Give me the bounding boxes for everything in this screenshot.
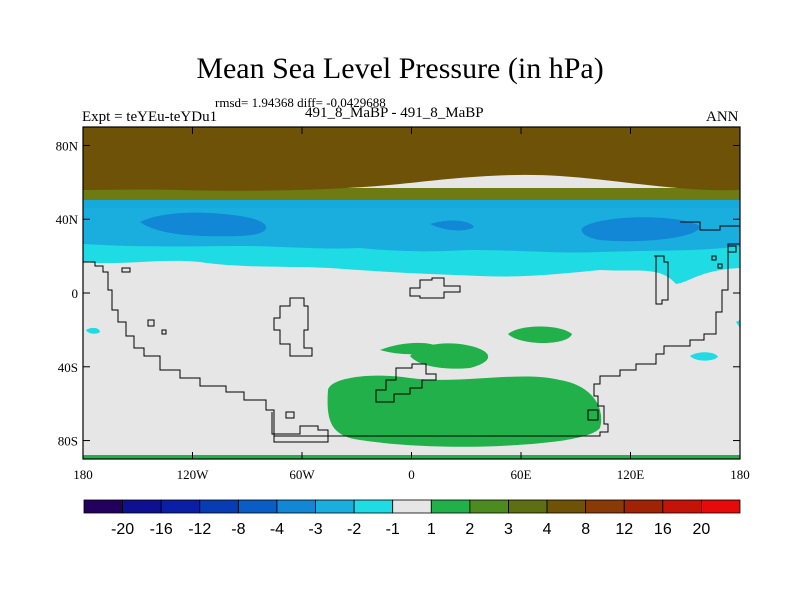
- coast-east-island-b: [727, 245, 737, 253]
- x-tick-label: 120W: [177, 467, 210, 482]
- colorbar-label: 8: [581, 521, 590, 538]
- coast-east-north: [680, 221, 740, 231]
- coast-mid-bay: [273, 297, 313, 357]
- northern-low-minima-west: [140, 212, 267, 237]
- colorbar-swatch: [237, 499, 278, 514]
- y-tick-label: 80N: [56, 138, 79, 153]
- colorbar-label: -20: [111, 521, 134, 538]
- x-tick-label: 60E: [511, 467, 532, 482]
- northern-low-minima-mid: [430, 220, 474, 231]
- colorbar-label: -16: [150, 521, 173, 538]
- colorbar-label: 16: [654, 521, 672, 538]
- colorbar-label: -8: [231, 521, 245, 538]
- coast-west-island-a: [121, 267, 131, 273]
- anomaly-field: [83, 127, 740, 459]
- y-tick-label: 0: [72, 286, 79, 301]
- colorbar-swatch: [392, 499, 432, 514]
- southern-high-anomaly: [327, 375, 602, 447]
- coast-east-island-c: [587, 409, 599, 421]
- colorbar-swatch: [276, 499, 316, 514]
- colorbar-label: -4: [270, 521, 284, 538]
- y-tick-label: 40N: [56, 212, 79, 227]
- cyan-patch-west: [86, 327, 100, 334]
- colorbar-label: 2: [465, 521, 474, 538]
- colorbar-swatch: [315, 499, 355, 514]
- y-tick-label: 40S: [58, 360, 78, 375]
- x-tick-label: 0: [408, 467, 415, 482]
- colorbar-swatch: [469, 499, 509, 514]
- x-tick-label: 60W: [289, 467, 315, 482]
- coast-small-island: [285, 411, 295, 419]
- colorbar-swatch: [546, 499, 587, 514]
- colorbar-swatch: [83, 499, 123, 514]
- coast-southern-continent: [274, 243, 740, 437]
- colorbar-swatch: [160, 499, 201, 514]
- coastlines: [83, 221, 740, 443]
- colorbar-swatch: [199, 499, 239, 514]
- arctic-high-anomaly: [83, 127, 740, 191]
- colorbar: -20 -16 -12 -8 -4 -3 -2 -1 1 2 3 4 8 12 16 20: [83, 499, 741, 538]
- colorbar-label: 20: [693, 521, 711, 538]
- coast-east-island-d: [711, 255, 717, 261]
- x-tick-label: 180: [730, 467, 750, 482]
- colorbar-swatch: [623, 499, 664, 514]
- colorbar-swatch: [353, 499, 394, 514]
- arctic-edge-blue: [83, 200, 740, 208]
- x-tick-label: 120E: [617, 467, 645, 482]
- colorbar-label: 4: [543, 521, 552, 538]
- chart-title: Mean Sea Level Pressure (in hPa): [196, 52, 604, 85]
- experiment-label: Expt = teYEu-teYDu1: [82, 109, 218, 125]
- runs-label: 491_8_MaBP - 491_8_MaBP: [305, 105, 484, 121]
- colorbar-swatch: [508, 499, 548, 514]
- cyan-patch-edge: [736, 320, 740, 328]
- colorbar-swatch: [430, 499, 471, 514]
- colorbar-swatch: [701, 499, 741, 514]
- colorbar-label: -3: [308, 521, 322, 538]
- coast-south-bay: [375, 363, 437, 403]
- colorbar-label: 3: [504, 521, 513, 538]
- arctic-transition: [83, 188, 740, 200]
- coast-west-island-b: [147, 319, 155, 327]
- cyan-patch-east: [690, 352, 718, 361]
- season-label: ANN: [706, 109, 739, 125]
- colorbar-label: 12: [615, 521, 633, 538]
- coast-north-landmass: [409, 277, 461, 299]
- colorbar-swatch: [662, 499, 702, 514]
- colorbar-label: 1: [427, 521, 436, 538]
- northern-low-minima-east: [581, 217, 700, 242]
- stats-label: rmsd= 1.94368 diff= -0.0429688: [215, 95, 386, 110]
- southern-high-lobe: [380, 342, 440, 355]
- colorbar-swatch: [122, 499, 162, 514]
- subtropical-green-east: [508, 326, 572, 343]
- colorbar-label: -2: [347, 521, 361, 538]
- coast-west-island-c: [161, 329, 167, 335]
- colorbar-label: -12: [188, 521, 211, 538]
- colorbar-label: -1: [386, 521, 400, 538]
- x-tick-label: 180: [73, 467, 93, 482]
- coast-east-cape: [654, 255, 669, 305]
- colorbar-swatch: [585, 499, 625, 514]
- axes: 180 120W 60W 0 60E 120E 180 80N 40N 0 40S 80S: [56, 127, 750, 482]
- coast-west-america: [83, 261, 329, 443]
- y-tick-label: 80S: [58, 434, 78, 449]
- coast-east-island: [717, 263, 723, 269]
